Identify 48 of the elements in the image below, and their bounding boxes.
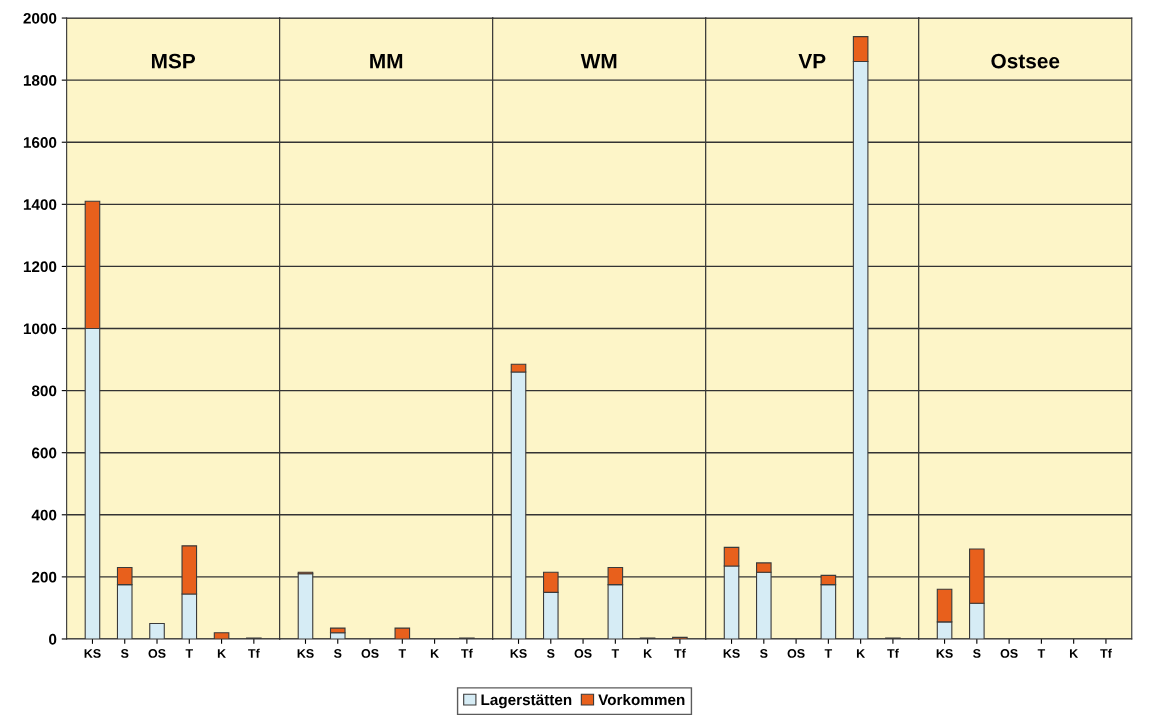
y-tick-label: 1000 bbox=[23, 323, 57, 335]
x-tick-label: T bbox=[1037, 649, 1046, 658]
x-tick-label: S bbox=[546, 649, 555, 658]
y-tick-label: 800 bbox=[31, 385, 57, 397]
x-tick-label: KS bbox=[936, 649, 953, 658]
x-tick-label: KS bbox=[510, 649, 527, 658]
x-tick-label: KS bbox=[297, 649, 314, 658]
x-tick-label: OS bbox=[148, 649, 166, 658]
y-tick-label: 0 bbox=[49, 633, 57, 645]
y-tick-label: 200 bbox=[31, 571, 57, 583]
y-tick-label: 1800 bbox=[23, 75, 57, 86]
x-tick-label: KS bbox=[84, 649, 101, 658]
x-tick-label: T bbox=[611, 649, 620, 658]
x-tick-label: S bbox=[973, 649, 981, 658]
x-tick-label: T bbox=[185, 649, 193, 658]
y-tick-label: 1200 bbox=[23, 261, 57, 273]
x-tick-label: K bbox=[1069, 649, 1079, 658]
x-tick-label: K bbox=[856, 649, 866, 658]
y-tick-label: 1600 bbox=[23, 137, 57, 148]
legend-label: Vorkommen bbox=[598, 693, 685, 706]
x-tick-label: Tf bbox=[674, 648, 686, 658]
x-tick-label: K bbox=[430, 649, 439, 658]
x-tick-label: T bbox=[398, 649, 406, 658]
x-tick-label: T bbox=[824, 649, 833, 658]
y-tick-label: 600 bbox=[31, 447, 57, 459]
x-tick-label: Tf bbox=[248, 648, 260, 658]
x-tick-label: K bbox=[643, 649, 653, 658]
x-tick-label: Tf bbox=[887, 648, 899, 658]
x-tick-label: S bbox=[760, 649, 768, 658]
text: VP bbox=[798, 53, 826, 69]
y-tick-label: 2000 bbox=[23, 12, 57, 24]
x-tick-label: Tf bbox=[1100, 648, 1112, 658]
x-tick-label: OS bbox=[1000, 649, 1018, 658]
text: Ostsee bbox=[991, 53, 1060, 69]
x-tick-label: OS bbox=[787, 649, 805, 658]
text: WM bbox=[580, 53, 617, 69]
text: MM bbox=[370, 53, 403, 69]
x-tick-label: OS bbox=[361, 649, 379, 658]
x-tick-label: KS bbox=[723, 649, 740, 658]
x-tick-label: Tf bbox=[461, 648, 473, 658]
x-tick-label: S bbox=[333, 649, 342, 658]
y-tick-label: 1400 bbox=[23, 199, 57, 211]
text: MSP bbox=[151, 53, 196, 69]
x-tick-label: K bbox=[217, 649, 226, 658]
x-tick-label: OS bbox=[574, 649, 592, 658]
legend-label: Lagerstätten bbox=[481, 694, 572, 709]
y-tick-label: 400 bbox=[31, 509, 57, 521]
x-tick-label: S bbox=[120, 649, 129, 658]
